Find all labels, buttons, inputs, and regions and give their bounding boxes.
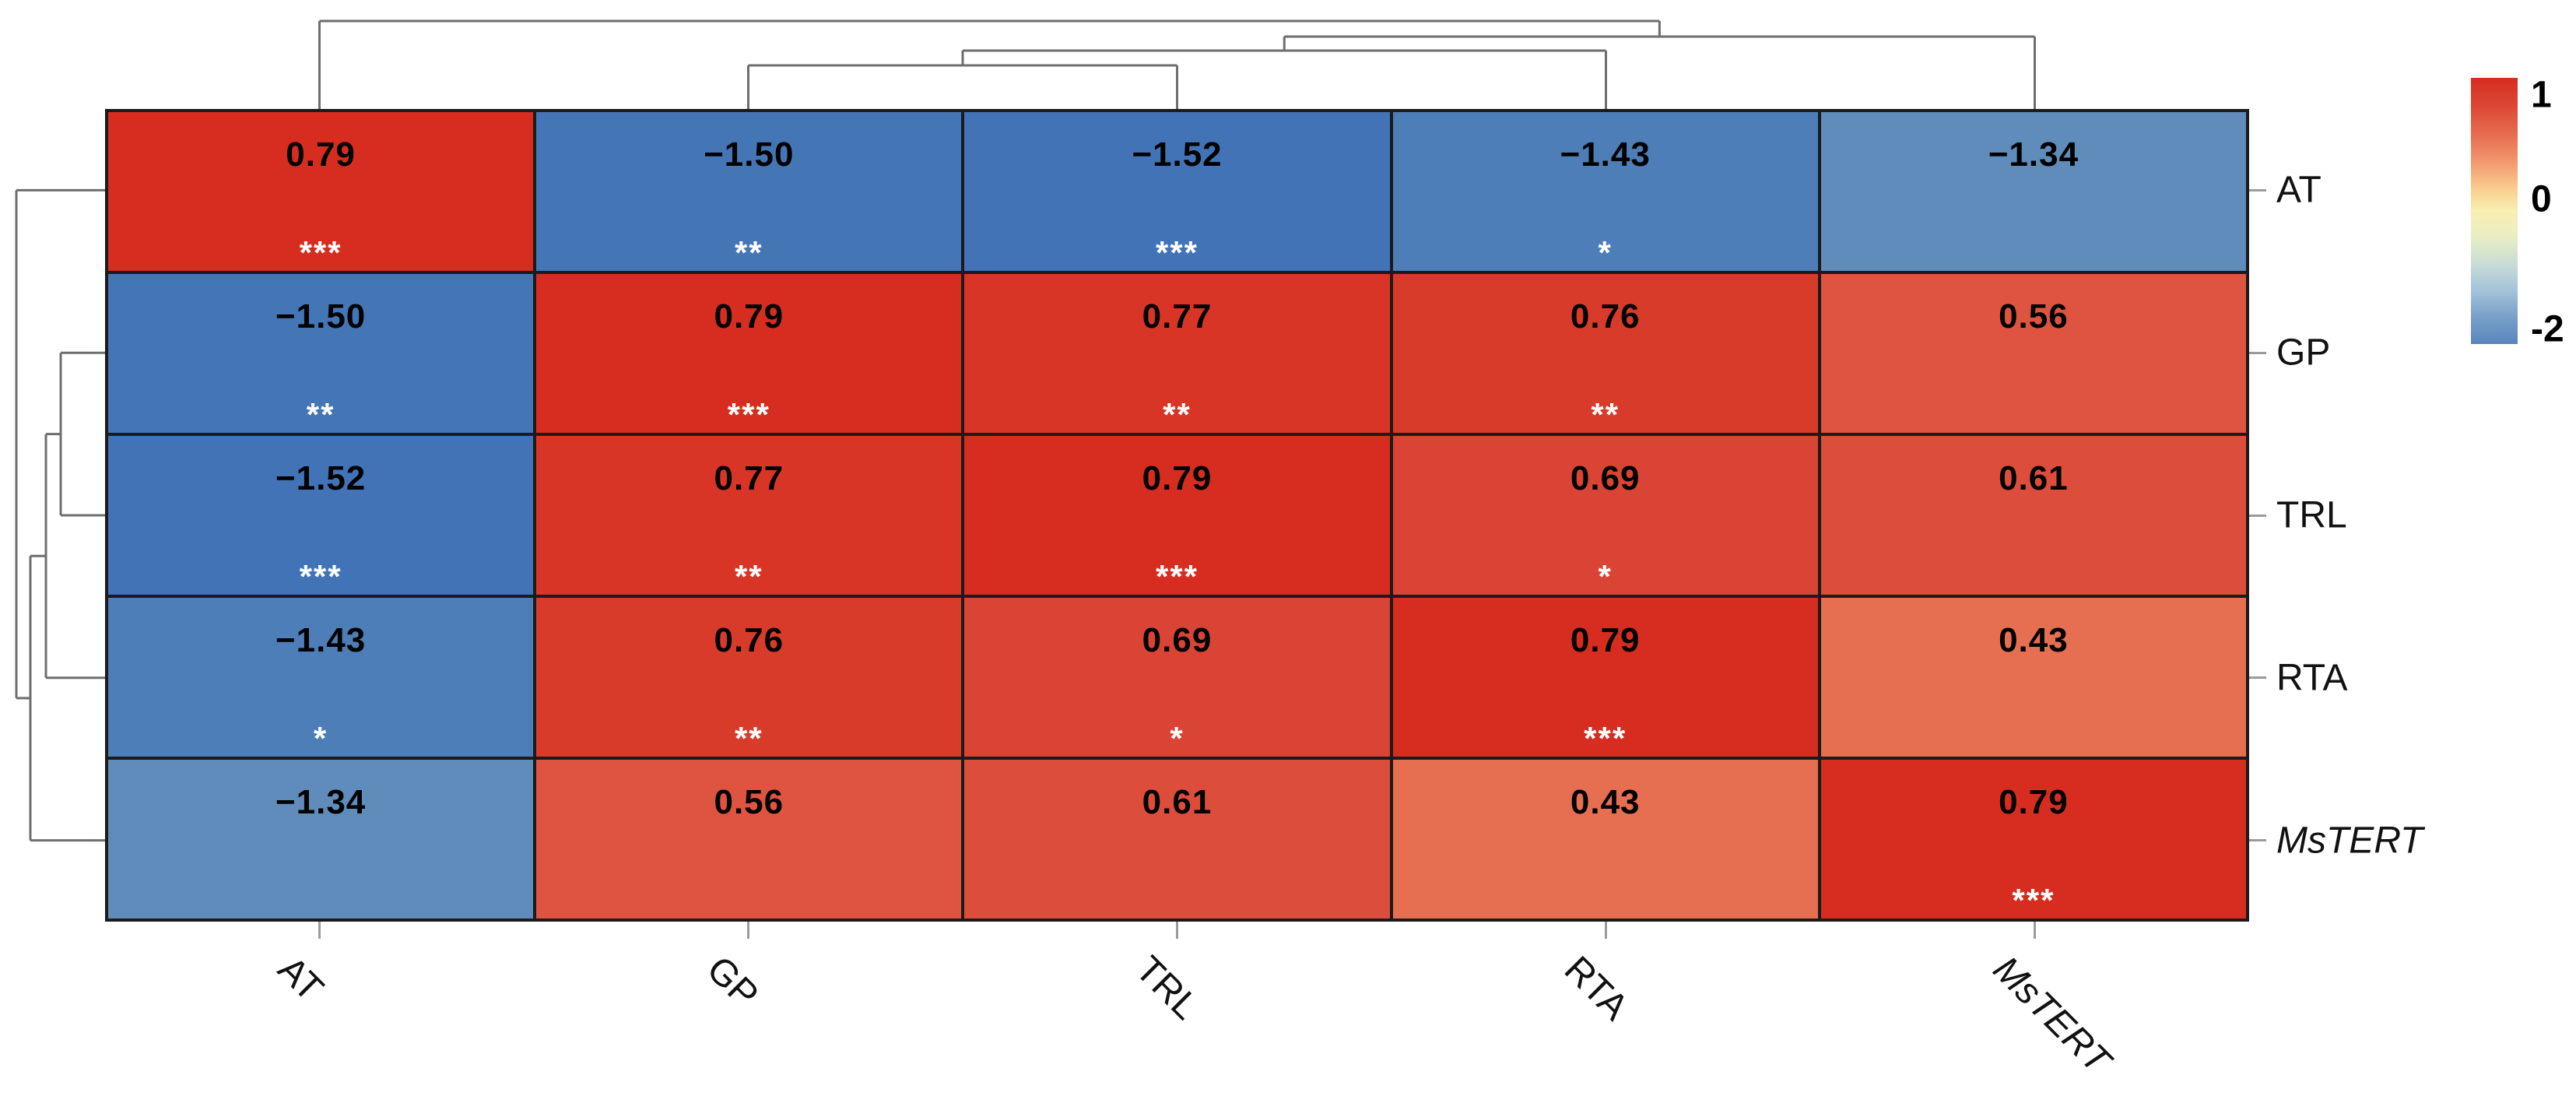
significance-stars: * — [313, 720, 328, 757]
cell-value: 0.43 — [1999, 621, 2069, 659]
significance-stars: ** — [1163, 396, 1191, 433]
heatmap-cell-RTA-AT: −1.43 * — [108, 598, 534, 757]
cell-value: 0.43 — [1570, 783, 1641, 821]
cell-value: 0.79 — [1999, 783, 2069, 821]
row-label-MsTERT: MsTERT — [2276, 820, 2423, 862]
cell-value: −1.52 — [275, 459, 367, 497]
cell-value: 0.79 — [1570, 621, 1641, 659]
significance-stars: * — [1598, 558, 1613, 595]
heatmap-grid: 0.79 *** −1.50 ** −1.52 *** −1.43 * −1.34 −1.50 **… — [105, 109, 2249, 922]
heatmap-cell-GP-TRL: 0.77 ** — [964, 274, 1390, 433]
significance-stars: *** — [727, 396, 770, 433]
heatmap-cell-AT-MsTERT: −1.34 — [1820, 112, 2246, 271]
row-tick — [2249, 351, 2266, 354]
column-tick — [318, 922, 321, 939]
heatmap-cell-TRL-TRL: 0.79 *** — [964, 436, 1390, 595]
cell-value: −1.34 — [275, 783, 367, 821]
cell-value: 0.76 — [714, 621, 784, 659]
heatmap-cell-TRL-MsTERT: 0.61 — [1820, 436, 2246, 595]
row-label-AT: AT — [2276, 169, 2322, 211]
column-tick — [1605, 922, 1607, 939]
significance-stars: *** — [299, 234, 342, 271]
cell-value: 0.56 — [714, 783, 784, 821]
cell-value: 0.77 — [714, 459, 784, 497]
row-label-RTA: RTA — [2276, 657, 2348, 699]
column-tick — [2034, 922, 2036, 939]
heatmap-cell-GP-MsTERT: 0.56 — [1820, 274, 2246, 433]
significance-stars: * — [1598, 234, 1613, 271]
colorbar-tick-label-0: 0 — [2531, 178, 2552, 220]
significance-stars: ** — [306, 396, 335, 433]
heatmap-cell-RTA-RTA: 0.79 *** — [1392, 598, 1818, 757]
row-label-TRL: TRL — [2276, 494, 2347, 536]
heatmap-cell-MsTERT-AT: −1.34 — [108, 760, 534, 919]
significance-stars: ** — [1591, 396, 1620, 433]
heatmap-cell-RTA-TRL: 0.69 * — [964, 598, 1390, 757]
significance-stars: ** — [734, 720, 763, 757]
cell-value: 0.79 — [1142, 459, 1213, 497]
heatmap-cell-MsTERT-TRL: 0.61 — [964, 760, 1390, 919]
heatmap-cell-RTA-GP: 0.76 ** — [536, 598, 962, 757]
heatmap-cell-MsTERT-RTA: 0.43 — [1392, 760, 1818, 919]
row-tick — [2249, 188, 2266, 191]
cell-value: −1.43 — [1560, 135, 1651, 174]
significance-stars: * — [1170, 720, 1184, 757]
significance-stars: *** — [1584, 720, 1627, 757]
cell-value: 0.76 — [1570, 297, 1641, 335]
cell-value: −1.34 — [1988, 135, 2079, 174]
heatmap-cell-TRL-RTA: 0.69 * — [1392, 436, 1818, 595]
significance-stars: ** — [734, 234, 763, 271]
colorbar-tick-label-1: 1 — [2531, 74, 2552, 116]
cell-value: 0.79 — [286, 135, 356, 174]
cell-value: −1.43 — [275, 621, 367, 659]
heatmap-cell-AT-AT: 0.79 *** — [108, 112, 534, 271]
row-tick — [2249, 514, 2266, 517]
colorbar — [2471, 78, 2518, 344]
row-tick — [2249, 839, 2266, 842]
heatmap-cell-RTA-MsTERT: 0.43 — [1820, 598, 2246, 757]
significance-stars: ** — [734, 558, 763, 595]
heatmap-cell-AT-RTA: −1.43 * — [1392, 112, 1818, 271]
heatmap-cell-GP-RTA: 0.76 ** — [1392, 274, 1818, 433]
cell-value: 0.69 — [1570, 459, 1641, 497]
significance-stars: *** — [1155, 558, 1199, 595]
column-tick — [1176, 922, 1178, 939]
heatmap-cell-AT-TRL: −1.52 *** — [964, 112, 1390, 271]
cell-value: 0.61 — [1142, 783, 1213, 821]
cell-value: 0.79 — [714, 297, 784, 335]
column-tick — [747, 922, 749, 939]
cell-value: 0.56 — [1999, 297, 2069, 335]
cell-value: 0.69 — [1142, 621, 1213, 659]
heatmap-cell-AT-GP: −1.50 ** — [536, 112, 962, 271]
heatmap-cell-MsTERT-MsTERT: 0.79 *** — [1820, 760, 2246, 919]
heatmap-cell-MsTERT-GP: 0.56 — [536, 760, 962, 919]
colorbar-tick-label--2: -2 — [2531, 308, 2564, 350]
significance-stars: *** — [1155, 234, 1199, 271]
heatmap-cell-TRL-AT: −1.52 *** — [108, 436, 534, 595]
heatmap-cell-GP-AT: −1.50 ** — [108, 274, 534, 433]
cell-value: −1.52 — [1132, 135, 1223, 174]
cell-value: 0.77 — [1142, 297, 1213, 335]
cell-value: −1.50 — [704, 135, 795, 174]
heatmap-cell-GP-GP: 0.79 *** — [536, 274, 962, 433]
row-label-GP: GP — [2276, 332, 2331, 374]
row-tick — [2249, 676, 2266, 680]
significance-stars: *** — [2012, 882, 2055, 919]
heatmap-cell-TRL-GP: 0.77 ** — [536, 436, 962, 595]
cell-value: 0.61 — [1999, 459, 2069, 497]
significance-stars: *** — [299, 558, 342, 595]
cell-value: −1.50 — [275, 297, 367, 335]
